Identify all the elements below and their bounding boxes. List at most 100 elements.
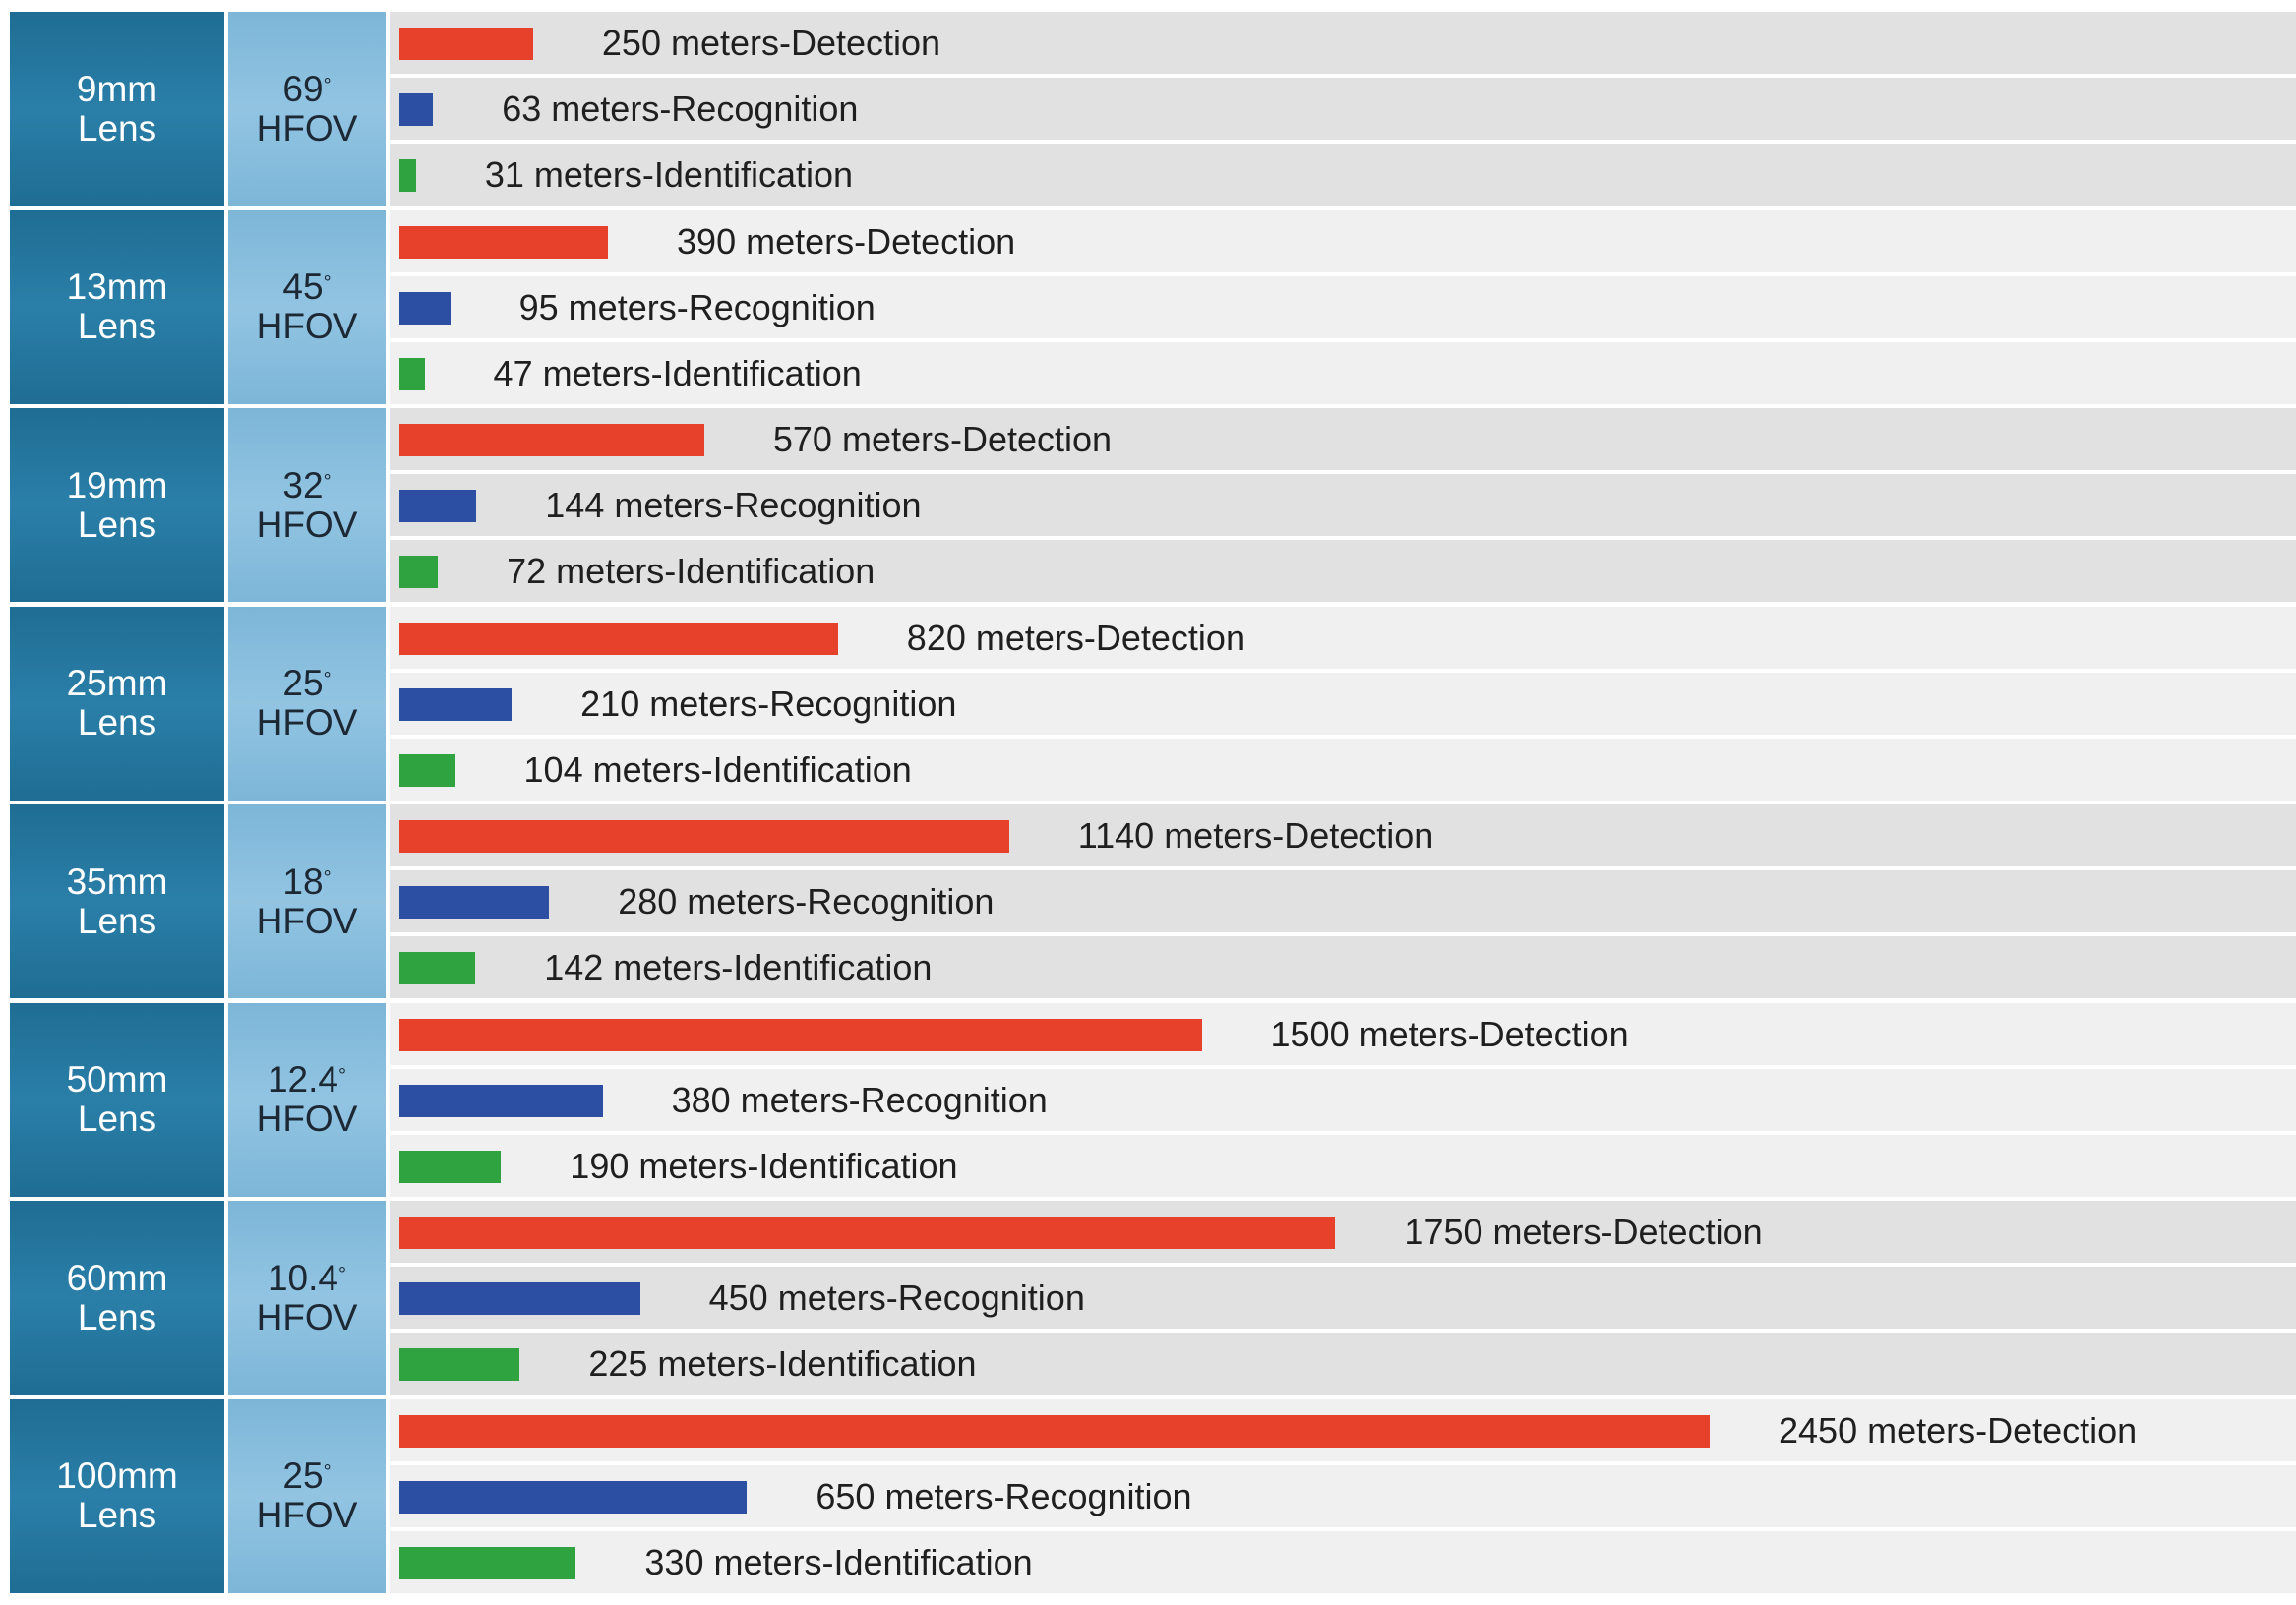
identification-label: 47 meters-Identification bbox=[493, 352, 862, 393]
fov-angle: 32° bbox=[282, 464, 331, 505]
range-rows: 1750 meters-Detection 450 meters-Recognit… bbox=[390, 1201, 2296, 1395]
fov-value: 69 bbox=[282, 68, 324, 109]
range-rows: 820 meters-Detection 210 meters-Recogniti… bbox=[390, 606, 2296, 801]
fov-unit: HFOV bbox=[256, 306, 358, 346]
identification-bar bbox=[399, 556, 439, 588]
degree-mark: ° bbox=[323, 669, 332, 690]
identification-label: 72 meters-Identification bbox=[507, 551, 876, 591]
detection-row: 2450 meters-Detection bbox=[390, 1398, 2296, 1461]
lens-label: Lens bbox=[77, 900, 157, 941]
detection-row: 1140 meters-Detection bbox=[390, 804, 2296, 866]
lens-focal-length: 19mm bbox=[66, 464, 168, 505]
fov-unit: HFOV bbox=[256, 1296, 358, 1338]
degree-mark: ° bbox=[323, 1461, 332, 1483]
fov-cell: 25° HFOV bbox=[228, 606, 386, 801]
recognition-label: 650 meters-Recognition bbox=[816, 1475, 1192, 1516]
detection-label: 250 meters-Detection bbox=[601, 23, 941, 63]
fov-unit: HFOV bbox=[256, 1495, 358, 1535]
identification-row: 104 meters-Identification bbox=[390, 738, 2296, 801]
identification-bar bbox=[399, 952, 476, 984]
identification-bar bbox=[399, 1546, 576, 1579]
range-rows: 250 meters-Detection 63 meters-Recognitio… bbox=[390, 12, 2296, 206]
lens-group: 60mm Lens 10.4° HFOV 1750 meters-Detection 45… bbox=[10, 1201, 2296, 1397]
recognition-label: 210 meters-Recognition bbox=[580, 683, 957, 724]
lens-group: 50mm Lens 12.4° HFOV 1500 meters-Detection 38… bbox=[10, 1002, 2296, 1200]
detection-row: 390 meters-Detection bbox=[390, 209, 2296, 272]
degree-mark: ° bbox=[338, 1065, 346, 1087]
lens-label: Lens bbox=[77, 107, 157, 149]
fov-cell: 10.4° HFOV bbox=[228, 1201, 386, 1395]
fov-value: 32 bbox=[282, 464, 324, 505]
recognition-bar bbox=[399, 291, 451, 325]
lens-focal-length: 50mm bbox=[66, 1059, 168, 1100]
lens-focal-length: 9mm bbox=[76, 68, 158, 109]
range-rows: 570 meters-Detection 144 meters-Recogniti… bbox=[390, 408, 2296, 602]
identification-bar bbox=[399, 1150, 502, 1183]
lens-group: 100mm Lens 25° HFOV 2450 meters-Detection 650… bbox=[10, 1398, 2296, 1596]
lens-focal-length: 25mm bbox=[66, 663, 168, 703]
fov-value: 12.4 bbox=[267, 1059, 338, 1100]
detection-label: 390 meters-Detection bbox=[677, 220, 1016, 262]
lens-focal-length: 13mm bbox=[66, 267, 168, 307]
lens-label: Lens bbox=[77, 306, 157, 346]
lens-cell: 100mm Lens bbox=[10, 1398, 224, 1593]
fov-unit: HFOV bbox=[256, 900, 358, 941]
identification-row: 225 meters-Identification bbox=[390, 1333, 2296, 1395]
lens-cell: 19mm Lens bbox=[10, 408, 224, 602]
lens-group: 35mm Lens 18° HFOV 1140 meters-Detection 280 … bbox=[10, 804, 2296, 1001]
lens-label: Lens bbox=[77, 1296, 157, 1338]
lens-group: 9mm Lens 69° HFOV 250 meters-Detection 63 met… bbox=[10, 12, 2296, 208]
identification-label: 225 meters-Identification bbox=[588, 1343, 977, 1384]
range-rows: 1140 meters-Detection 280 meters-Recognit… bbox=[390, 804, 2296, 998]
recognition-label: 95 meters-Recognition bbox=[518, 286, 876, 327]
lens-cell: 35mm Lens bbox=[10, 804, 224, 998]
fov-cell: 25° HFOV bbox=[228, 1398, 386, 1593]
detection-label: 1750 meters-Detection bbox=[1404, 1212, 1763, 1252]
identification-label: 142 meters-Identification bbox=[544, 947, 933, 987]
identification-row: 142 meters-Identification bbox=[390, 936, 2296, 998]
degree-mark: ° bbox=[323, 866, 332, 889]
lens-cell: 50mm Lens bbox=[10, 1002, 224, 1197]
recognition-label: 144 meters-Recognition bbox=[545, 485, 922, 525]
identification-label: 104 meters-Identification bbox=[523, 748, 912, 790]
recognition-row: 450 meters-Recognition bbox=[390, 1267, 2296, 1329]
recognition-bar bbox=[399, 490, 477, 522]
recognition-row: 650 meters-Recognition bbox=[390, 1464, 2296, 1527]
recognition-row: 280 meters-Recognition bbox=[390, 870, 2296, 932]
recognition-label: 450 meters-Recognition bbox=[708, 1278, 1085, 1318]
lens-label: Lens bbox=[77, 1495, 157, 1535]
identification-row: 190 meters-Identification bbox=[390, 1134, 2296, 1197]
fov-unit: HFOV bbox=[256, 1099, 358, 1139]
fov-cell: 32° HFOV bbox=[228, 408, 386, 602]
detection-bar bbox=[399, 820, 1009, 853]
recognition-bar bbox=[399, 93, 434, 126]
fov-angle: 25° bbox=[282, 1456, 331, 1496]
detection-bar bbox=[399, 1217, 1336, 1249]
degree-mark: ° bbox=[338, 1263, 346, 1285]
degree-mark: ° bbox=[323, 272, 332, 294]
recognition-row: 210 meters-Recognition bbox=[390, 672, 2296, 735]
identification-bar bbox=[399, 159, 416, 192]
fov-angle: 25° bbox=[282, 664, 331, 703]
lens-cell: 25mm Lens bbox=[10, 606, 224, 801]
lens-cell: 13mm Lens bbox=[10, 209, 224, 404]
identification-label: 330 meters-Identification bbox=[644, 1541, 1033, 1582]
identification-label: 190 meters-Identification bbox=[570, 1145, 958, 1186]
identification-row: 72 meters-Identification bbox=[390, 540, 2296, 602]
recognition-row: 144 meters-Recognition bbox=[390, 474, 2296, 536]
identification-bar bbox=[399, 1348, 520, 1381]
detection-label: 1500 meters-Detection bbox=[1270, 1013, 1629, 1054]
detection-bar bbox=[399, 424, 704, 456]
fov-cell: 45° HFOV bbox=[228, 209, 386, 404]
detection-row: 1500 meters-Detection bbox=[390, 1002, 2296, 1065]
detection-row: 1750 meters-Detection bbox=[390, 1201, 2296, 1263]
recognition-row: 380 meters-Recognition bbox=[390, 1068, 2296, 1131]
recognition-bar bbox=[399, 886, 550, 919]
recognition-label: 63 meters-Recognition bbox=[502, 89, 859, 129]
fov-angle: 69° bbox=[282, 68, 332, 109]
lens-group: 25mm Lens 25° HFOV 820 meters-Detection 210 m… bbox=[10, 606, 2296, 803]
degree-mark: ° bbox=[323, 74, 332, 96]
recognition-label: 280 meters-Recognition bbox=[618, 881, 995, 921]
lens-focal-length: 100mm bbox=[56, 1456, 178, 1496]
